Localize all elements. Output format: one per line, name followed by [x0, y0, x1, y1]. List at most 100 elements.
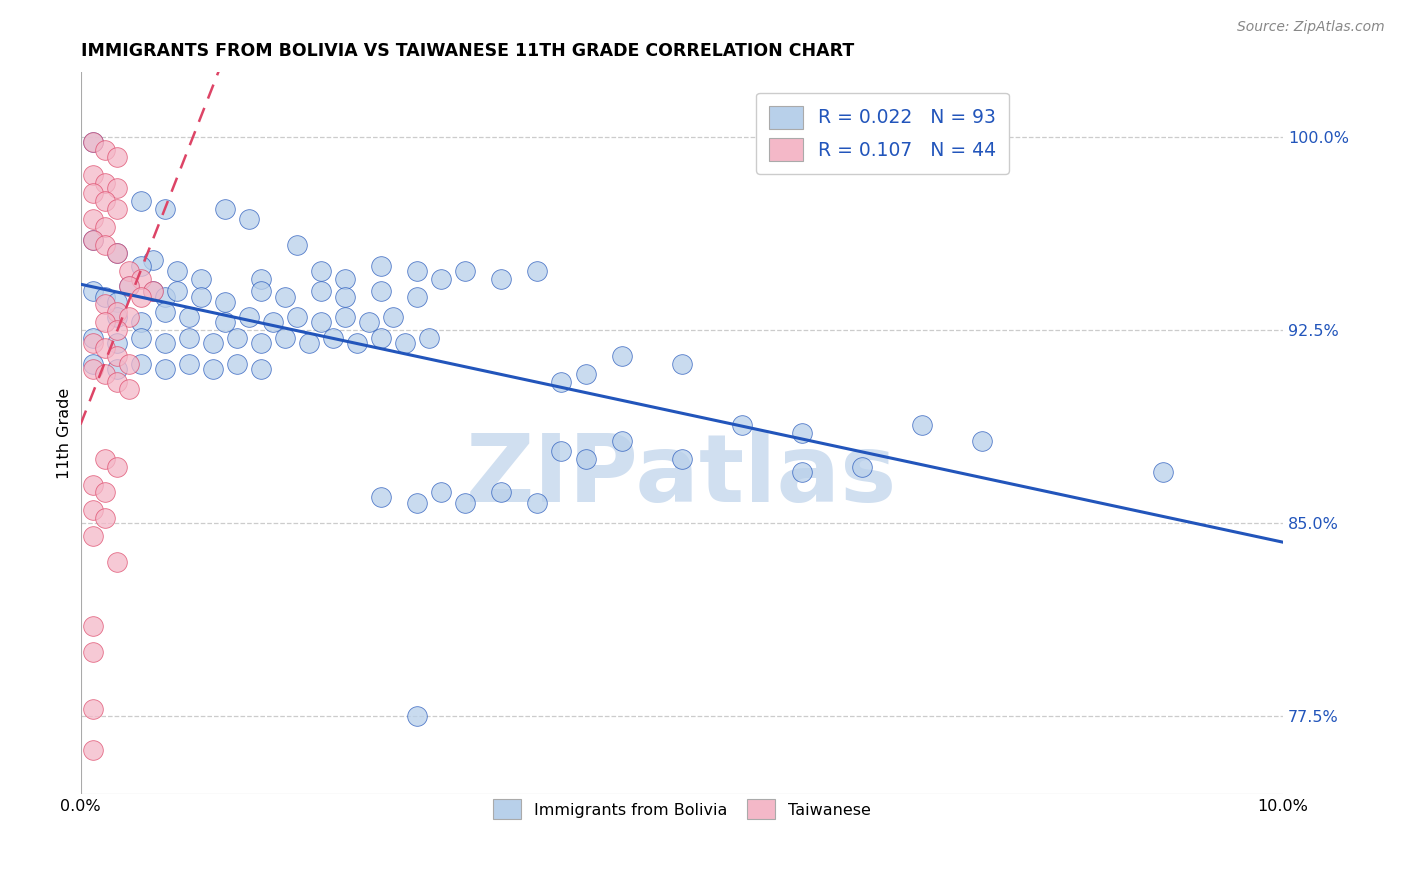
Point	[93, 289, 115, 303]
Point	[177, 310, 200, 325]
Point	[142, 253, 165, 268]
Point	[238, 212, 260, 227]
Point	[359, 315, 381, 329]
Point	[671, 357, 693, 371]
Point	[93, 143, 115, 157]
Point	[105, 305, 128, 319]
Point	[166, 285, 188, 299]
Point	[550, 444, 572, 458]
Point	[574, 451, 596, 466]
Point	[105, 202, 128, 216]
Point	[333, 310, 356, 325]
Point	[454, 264, 477, 278]
Point	[972, 434, 994, 448]
Point	[418, 331, 440, 345]
Point	[153, 335, 176, 350]
Point	[790, 425, 813, 440]
Point	[225, 357, 247, 371]
Y-axis label: 11th Grade: 11th Grade	[58, 387, 72, 479]
Point	[262, 315, 284, 329]
Point	[93, 367, 115, 381]
Point	[370, 259, 392, 273]
Point	[406, 264, 429, 278]
Point	[250, 335, 273, 350]
Point	[731, 418, 754, 433]
Point	[82, 645, 104, 659]
Point	[250, 361, 273, 376]
Point	[309, 315, 332, 329]
Point	[82, 135, 104, 149]
Point	[82, 743, 104, 757]
Point	[129, 331, 152, 345]
Point	[105, 361, 128, 376]
Point	[406, 495, 429, 509]
Point	[574, 367, 596, 381]
Point	[82, 335, 104, 350]
Point	[82, 212, 104, 227]
Point	[394, 335, 416, 350]
Point	[93, 451, 115, 466]
Point	[550, 375, 572, 389]
Point	[82, 529, 104, 543]
Point	[911, 418, 934, 433]
Point	[93, 315, 115, 329]
Point	[82, 503, 104, 517]
Point	[454, 495, 477, 509]
Point	[526, 495, 548, 509]
Point	[105, 245, 128, 260]
Point	[82, 233, 104, 247]
Point	[153, 202, 176, 216]
Point	[129, 315, 152, 329]
Point	[129, 289, 152, 303]
Point	[93, 297, 115, 311]
Point	[93, 511, 115, 525]
Point	[370, 331, 392, 345]
Point	[298, 335, 321, 350]
Point	[105, 245, 128, 260]
Point	[93, 485, 115, 500]
Point	[82, 233, 104, 247]
Point	[406, 289, 429, 303]
Point	[82, 169, 104, 183]
Point	[851, 459, 873, 474]
Point	[153, 305, 176, 319]
Point	[82, 135, 104, 149]
Point	[105, 335, 128, 350]
Point	[225, 331, 247, 345]
Point	[526, 264, 548, 278]
Point	[105, 181, 128, 195]
Point	[117, 279, 139, 293]
Point	[370, 285, 392, 299]
Point	[117, 357, 139, 371]
Point	[430, 271, 453, 285]
Text: IMMIGRANTS FROM BOLIVIA VS TAIWANESE 11TH GRADE CORRELATION CHART: IMMIGRANTS FROM BOLIVIA VS TAIWANESE 11T…	[80, 42, 853, 60]
Point	[610, 349, 633, 363]
Point	[285, 310, 308, 325]
Point	[346, 335, 368, 350]
Point	[214, 202, 236, 216]
Legend: Immigrants from Bolivia, Taiwanese: Immigrants from Bolivia, Taiwanese	[486, 793, 877, 825]
Point	[105, 555, 128, 569]
Point	[129, 259, 152, 273]
Point	[142, 285, 165, 299]
Point	[309, 285, 332, 299]
Point	[430, 485, 453, 500]
Point	[153, 289, 176, 303]
Point	[201, 361, 224, 376]
Point	[1152, 465, 1174, 479]
Point	[93, 176, 115, 190]
Point	[117, 310, 139, 325]
Point	[177, 331, 200, 345]
Point	[333, 271, 356, 285]
Point	[105, 323, 128, 337]
Point	[117, 382, 139, 396]
Point	[201, 335, 224, 350]
Point	[129, 357, 152, 371]
Point	[82, 477, 104, 491]
Point	[790, 465, 813, 479]
Point	[82, 331, 104, 345]
Point	[142, 285, 165, 299]
Text: Source: ZipAtlas.com: Source: ZipAtlas.com	[1237, 20, 1385, 34]
Point	[129, 194, 152, 209]
Point	[274, 331, 297, 345]
